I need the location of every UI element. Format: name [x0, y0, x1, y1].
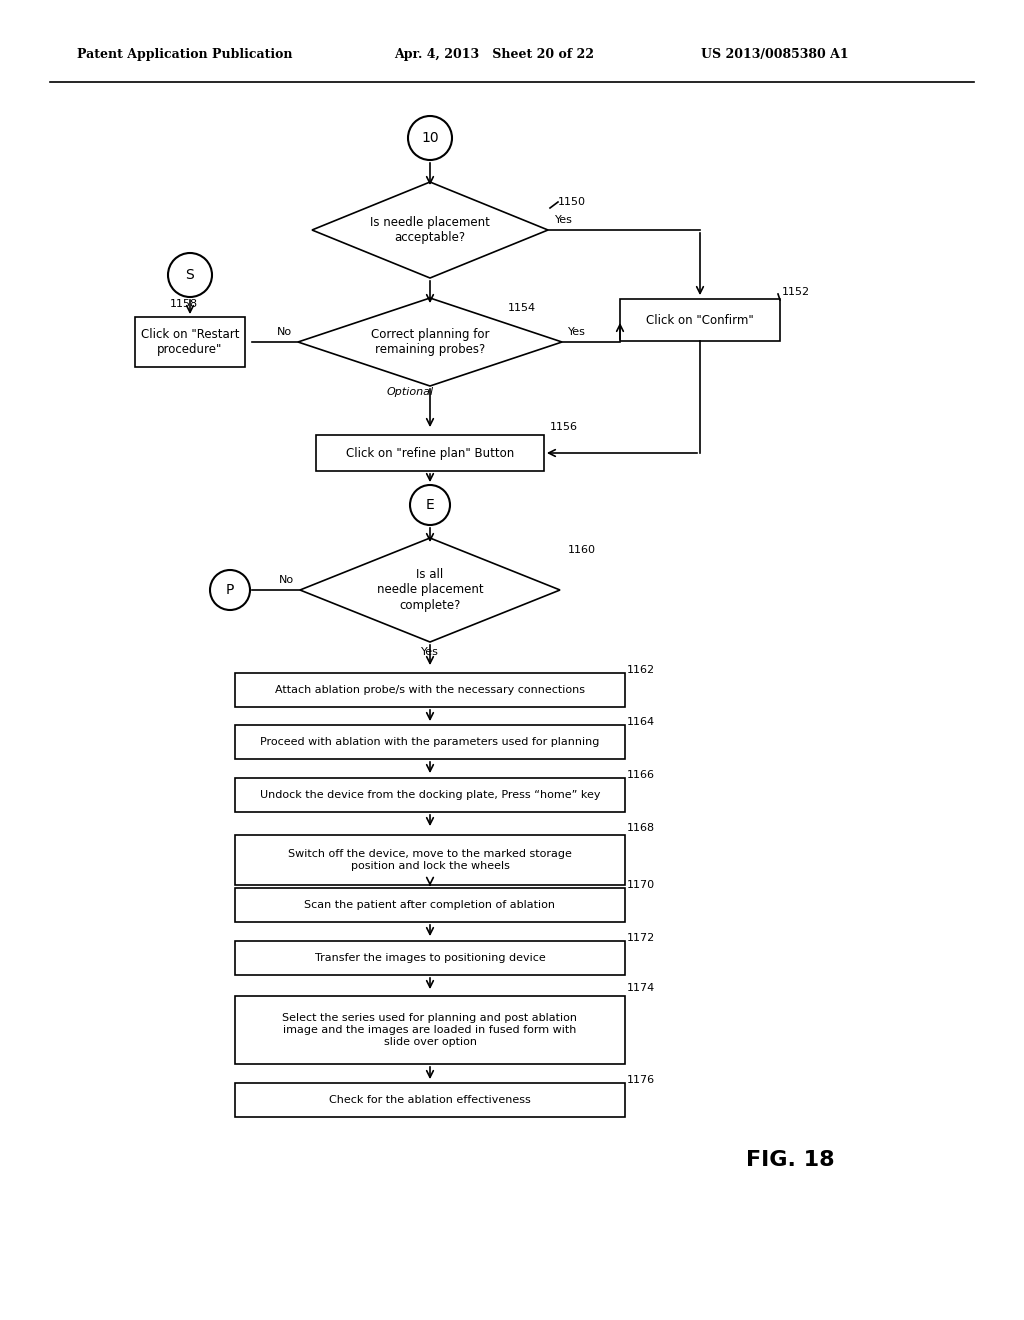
- Text: Proceed with ablation with the parameters used for planning: Proceed with ablation with the parameter…: [260, 737, 600, 747]
- Bar: [234, 888, 625, 921]
- Text: FIG. 18: FIG. 18: [745, 1150, 835, 1170]
- Bar: [620, 300, 780, 341]
- Text: 1160: 1160: [568, 545, 596, 554]
- Text: Undock the device from the docking plate, Press “home” key: Undock the device from the docking plate…: [260, 789, 600, 800]
- Text: 1172: 1172: [627, 933, 655, 942]
- Text: Switch off the device, move to the marked storage
position and lock the wheels: Switch off the device, move to the marke…: [288, 849, 572, 871]
- Bar: [234, 725, 625, 759]
- Text: Is all
needle placement
complete?: Is all needle placement complete?: [377, 569, 483, 611]
- Text: US 2013/0085380 A1: US 2013/0085380 A1: [701, 48, 849, 61]
- Text: Transfer the images to positioning device: Transfer the images to positioning devic…: [314, 953, 546, 964]
- Text: P: P: [226, 583, 234, 597]
- Text: 1154: 1154: [508, 304, 537, 313]
- Bar: [234, 836, 625, 884]
- Text: 1150: 1150: [558, 197, 586, 207]
- Bar: [234, 777, 625, 812]
- Text: 1166: 1166: [627, 770, 655, 780]
- Text: 1162: 1162: [627, 665, 655, 675]
- Text: 1176: 1176: [627, 1074, 655, 1085]
- Text: Is needle placement
acceptable?: Is needle placement acceptable?: [370, 216, 489, 244]
- Text: No: No: [276, 327, 292, 337]
- Bar: [135, 317, 245, 367]
- Text: No: No: [279, 576, 294, 585]
- Text: Yes: Yes: [568, 327, 586, 337]
- Text: S: S: [185, 268, 195, 282]
- Text: 1170: 1170: [627, 880, 655, 890]
- Text: Correct planning for
remaining probes?: Correct planning for remaining probes?: [371, 327, 489, 356]
- Text: E: E: [426, 498, 434, 512]
- Text: Select the series used for planning and post ablation
image and the images are l: Select the series used for planning and …: [283, 1014, 578, 1047]
- Text: 1158: 1158: [170, 300, 198, 309]
- Text: 10: 10: [421, 131, 439, 145]
- Bar: [316, 436, 544, 471]
- Text: Check for the ablation effectiveness: Check for the ablation effectiveness: [329, 1096, 530, 1105]
- Text: Click on "refine plan" Button: Click on "refine plan" Button: [346, 446, 514, 459]
- Text: Yes: Yes: [555, 215, 572, 224]
- Text: Click on "Confirm": Click on "Confirm": [646, 314, 754, 326]
- Text: Scan the patient after completion of ablation: Scan the patient after completion of abl…: [304, 900, 555, 909]
- Text: 1164: 1164: [627, 717, 655, 727]
- Text: 1156: 1156: [550, 422, 578, 432]
- Bar: [234, 673, 625, 708]
- Text: Yes: Yes: [421, 647, 439, 657]
- Text: Optional: Optional: [386, 387, 433, 397]
- Bar: [234, 1082, 625, 1117]
- Text: Click on "Restart
procedure": Click on "Restart procedure": [140, 327, 240, 356]
- Text: Attach ablation probe/s with the necessary connections: Attach ablation probe/s with the necessa…: [275, 685, 585, 696]
- Bar: [234, 941, 625, 975]
- Text: 1152: 1152: [782, 286, 810, 297]
- Text: 1174: 1174: [627, 983, 655, 993]
- Text: Patent Application Publication: Patent Application Publication: [77, 48, 292, 61]
- Text: 1168: 1168: [627, 822, 655, 833]
- Bar: [234, 997, 625, 1064]
- Text: Apr. 4, 2013   Sheet 20 of 22: Apr. 4, 2013 Sheet 20 of 22: [394, 48, 594, 61]
